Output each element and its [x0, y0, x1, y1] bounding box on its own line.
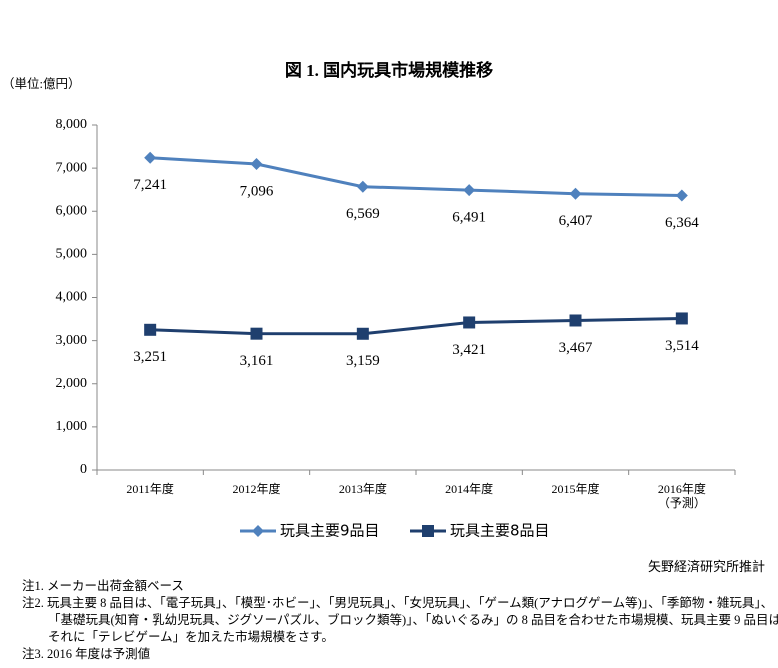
- point: [356, 327, 369, 340]
- value-label: 6,491: [452, 210, 486, 226]
- note: 注2. 玩具主要 8 品目は、「電子玩具」、「模型･ホビー」、「男児玩具」、「女…: [22, 596, 778, 644]
- point: [675, 189, 688, 202]
- note: 注1. メーカー出荷金額ベース: [22, 579, 184, 593]
- y-tick-label: 4,000: [56, 290, 88, 305]
- value-label: 6,364: [665, 215, 699, 231]
- y-tick-label: 1,000: [56, 419, 88, 434]
- value-label: 3,159: [346, 353, 380, 369]
- value-label: 7,096: [240, 183, 274, 199]
- chart-title: 図 1. 国内玩具市場規模推移: [285, 60, 493, 80]
- series-line: [150, 156, 682, 198]
- point: [463, 184, 476, 197]
- x-tick-label: 2012年度: [232, 482, 281, 496]
- point: [144, 323, 157, 336]
- legend-marker: [252, 525, 264, 537]
- y-tick-label: 6,000: [56, 203, 88, 218]
- value-label: 3,467: [559, 340, 593, 356]
- legend-label: 玩具主要9品目: [280, 522, 380, 540]
- point: [463, 316, 476, 329]
- legend-marker: [422, 525, 434, 537]
- series-line: [150, 316, 682, 336]
- point: [569, 314, 582, 327]
- value-label: 7,241: [133, 177, 167, 193]
- y-tick-label: 3,000: [56, 333, 88, 348]
- x-tick-label: 2011年度: [126, 482, 174, 496]
- x-tick-label: 2015年度: [551, 482, 600, 496]
- point: [250, 327, 263, 340]
- x-tick-label: 2013年度: [338, 482, 387, 496]
- point: [675, 312, 688, 325]
- point: [356, 180, 369, 193]
- legend-label: 玩具主要8品目: [450, 522, 550, 540]
- point: [144, 151, 157, 164]
- y-tick-label: 0: [80, 462, 87, 477]
- x-tick-label: 2016年度 （予測）: [657, 482, 706, 510]
- value-label: 3,251: [133, 349, 167, 365]
- y-tick-label: 5,000: [56, 247, 88, 262]
- x-tick-label: 2014年度: [445, 482, 494, 496]
- value-label: 3,421: [452, 342, 486, 358]
- unit-label: （単位:億円）: [2, 76, 80, 91]
- point: [250, 157, 263, 170]
- value-label: 6,407: [559, 213, 593, 229]
- value-label: 6,569: [346, 206, 380, 222]
- y-tick-label: 8,000: [56, 117, 88, 132]
- note: 注3. 2016 年度は予測値: [22, 647, 151, 661]
- y-tick-label: 2,000: [56, 376, 88, 391]
- value-label: 3,161: [240, 353, 274, 369]
- source: 矢野経済研究所推計: [648, 559, 765, 574]
- point: [569, 187, 582, 200]
- y-tick-label: 7,000: [56, 160, 88, 175]
- value-label: 3,514: [665, 338, 699, 354]
